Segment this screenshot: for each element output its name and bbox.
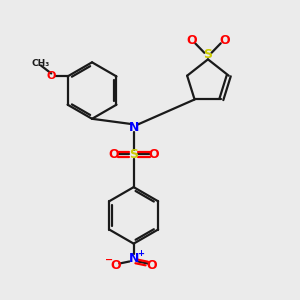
Text: O: O bbox=[46, 71, 56, 81]
Text: O: O bbox=[110, 260, 121, 272]
Text: S: S bbox=[203, 48, 212, 62]
Text: N: N bbox=[128, 121, 139, 134]
Text: O: O bbox=[186, 34, 197, 47]
Text: N: N bbox=[128, 252, 139, 265]
Text: O: O bbox=[219, 34, 230, 47]
Text: O: O bbox=[148, 148, 159, 161]
Text: O: O bbox=[147, 260, 158, 272]
Text: −: − bbox=[105, 254, 113, 264]
Text: O: O bbox=[108, 148, 119, 161]
Text: CH₃: CH₃ bbox=[32, 58, 50, 68]
Text: +: + bbox=[137, 249, 144, 258]
Text: S: S bbox=[129, 148, 138, 161]
